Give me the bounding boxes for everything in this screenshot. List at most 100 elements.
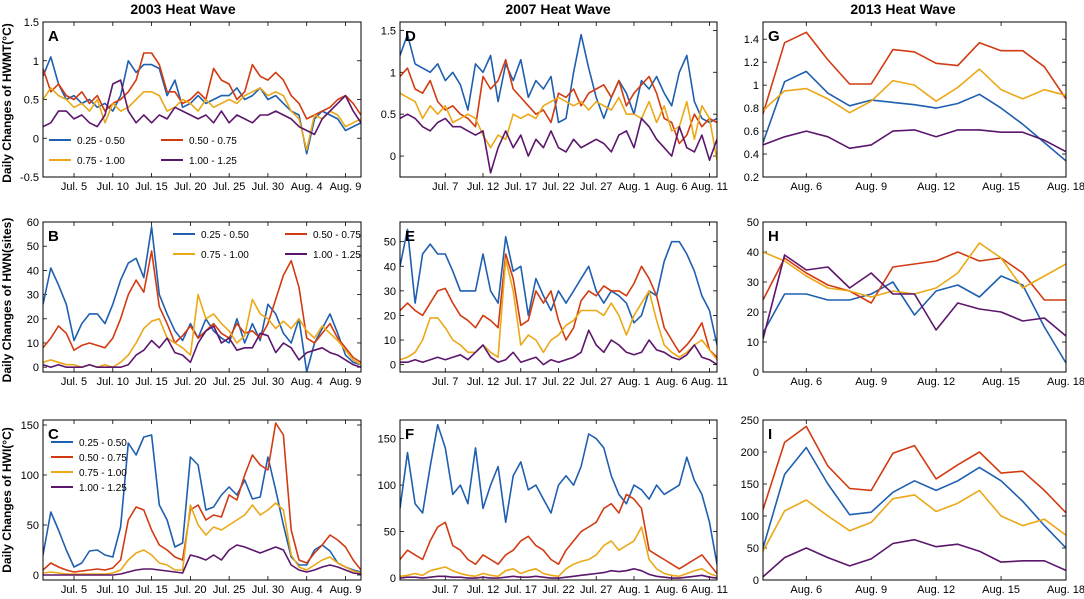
- y-tick-label: 0.6: [744, 126, 759, 138]
- x-tick-label: Aug. 6: [656, 584, 688, 596]
- series-line-0-25-0-50: [763, 448, 1066, 549]
- y-tick-label: 10: [27, 338, 39, 350]
- y-tick-label: 20: [747, 307, 759, 319]
- y-tick-label: 50: [747, 543, 759, 555]
- legend-label: 0.50 - 0.75: [189, 136, 237, 147]
- legend-label: 0.25 - 0.50: [79, 438, 127, 449]
- y-tick-label: -0.5: [20, 172, 39, 184]
- series-line-0-75-1-00: [763, 69, 1066, 113]
- axes-frame: [400, 420, 717, 580]
- x-tick-label: Jul. 15: [135, 181, 167, 193]
- y-tick-label: 0.2: [744, 172, 759, 184]
- axes-frame: [763, 222, 1066, 372]
- x-tick-label: Jul. 17: [505, 584, 537, 596]
- panel-B: 0102030405060Jul. 5 Jul. 10 Jul. 15 Jul. 20…: [27, 217, 362, 388]
- heat-wave-figure: 2003 Heat Wave 2007 Heat Wave 2013 Heat …: [0, 0, 1084, 599]
- x-tick-label: Jul. 17: [505, 376, 537, 388]
- x-tick-label: Aug. 15: [982, 584, 1020, 596]
- y-tick-label: 0.8: [744, 103, 759, 115]
- x-tick-label: Aug. 18: [1047, 584, 1084, 596]
- x-tick-label: Jul. 10: [97, 181, 129, 193]
- x-tick-label: Aug. 6: [790, 181, 822, 193]
- x-tick-label: Aug. 6: [656, 376, 688, 388]
- legend-label: 0.50 - 0.75: [79, 453, 127, 464]
- legend-label: 0.25 - 0.50: [77, 136, 125, 147]
- y-tick-label: 0: [390, 151, 396, 163]
- y-tick-label: 100: [741, 511, 759, 523]
- x-tick-label: Jul. 15: [135, 376, 167, 388]
- y-tick-label: 250: [741, 415, 759, 427]
- row-label-hwmt: Daily Changes of HWMT(°C): [0, 23, 14, 182]
- y-tick-label: 10: [384, 335, 396, 347]
- y-tick-label: 20: [27, 314, 39, 326]
- x-tick-label: Jul. 5: [61, 584, 87, 596]
- legend-label: 1.00 - 1.25: [189, 156, 237, 167]
- panel-letter: H: [768, 228, 779, 245]
- y-tick-label: 40: [747, 247, 759, 259]
- x-tick-label: Aug. 6: [790, 376, 822, 388]
- legend-label: 0.25 - 0.50: [201, 230, 249, 241]
- y-tick-label: 0: [753, 367, 759, 379]
- x-tick-label: Aug. 9: [855, 181, 887, 193]
- panel-G: 0.20.40.60.811.21.4Aug. 6 Aug. 9 Aug. 12 Au…: [744, 22, 1084, 193]
- y-tick-label: 1.5: [381, 25, 396, 37]
- x-tick-label: Aug. 1: [618, 584, 650, 596]
- y-tick-label: 60: [27, 217, 39, 229]
- x-tick-label: Jul. 17: [505, 181, 537, 193]
- column-title-2007: 2007 Heat Wave: [505, 1, 611, 17]
- y-tick-label: 50: [384, 237, 396, 249]
- x-tick-label: Jul. 25: [213, 181, 245, 193]
- y-tick-label: 1: [33, 56, 39, 68]
- series-line-0-50-0-75: [400, 254, 717, 357]
- y-tick-label: 0: [390, 360, 396, 372]
- panel-letter: I: [768, 426, 772, 443]
- x-tick-label: Jul. 27: [580, 376, 612, 388]
- x-tick-label: Aug. 6: [790, 584, 822, 596]
- x-tick-label: Jul. 12: [467, 181, 499, 193]
- x-tick-label: Jul. 27: [580, 584, 612, 596]
- y-tick-label: 40: [384, 261, 396, 273]
- x-tick-label: Aug. 9: [330, 376, 362, 388]
- x-tick-label: Aug. 4: [291, 584, 323, 596]
- y-tick-label: 200: [741, 447, 759, 459]
- legend-label: 1.00 - 1.25: [313, 250, 361, 261]
- panel-A: -0.5 0 0.5 1 1.5 Jul. 5 Jul. 10 Jul. 15 Jul. 20 J…: [20, 17, 361, 193]
- legend-label: 0.50 - 0.75: [313, 230, 361, 241]
- legend-label: 0.75 - 1.00: [201, 250, 249, 261]
- axes-frame: [763, 22, 1066, 177]
- legend-label: 0.75 - 1.00: [79, 468, 127, 479]
- y-tick-label: 1.2: [744, 57, 759, 69]
- x-tick-label: Aug. 11: [691, 584, 728, 596]
- x-tick-label: Aug. 6: [656, 181, 688, 193]
- panel-letter: F: [405, 426, 414, 443]
- y-tick-label: 150: [21, 420, 39, 432]
- x-tick-label: Jul. 22: [542, 376, 574, 388]
- y-tick-label: 0.5: [24, 95, 39, 107]
- x-tick-label: Aug. 9: [330, 584, 362, 596]
- y-tick-label: 30: [27, 290, 39, 302]
- y-tick-label: 0.5: [381, 109, 396, 121]
- x-tick-label: Jul. 25: [213, 376, 245, 388]
- series-line-0-50-0-75: [400, 494, 717, 573]
- panel-F: 0 50 100 150 Jul. 7 Jul. 12 Jul. 17 Jul. 22 Jul.…: [378, 420, 728, 596]
- y-tick-label: 50: [384, 527, 396, 539]
- x-tick-label: Aug. 11: [691, 376, 728, 388]
- x-tick-label: Jul. 22: [542, 181, 574, 193]
- x-tick-label: Aug. 18: [1047, 376, 1084, 388]
- x-tick-label: Aug. 9: [855, 584, 887, 596]
- legend-label: 1.00 - 1.25: [79, 483, 127, 494]
- x-tick-label: Jul. 27: [580, 181, 612, 193]
- x-tick-label: Jul. 7: [432, 376, 458, 388]
- x-tick-label: Jul. 12: [467, 584, 499, 596]
- panel-letter: D: [405, 28, 416, 45]
- y-tick-label: 150: [741, 479, 759, 491]
- x-tick-label: Jul. 22: [542, 584, 574, 596]
- x-tick-label: Aug. 18: [1047, 181, 1084, 193]
- x-tick-label: Jul. 30: [252, 181, 284, 193]
- x-tick-label: Aug. 11: [691, 181, 728, 193]
- panel-letter: G: [768, 28, 780, 45]
- series-line-0-75-1-00: [43, 295, 361, 368]
- panel-C: 050100150Jul. 5 Jul. 10 Jul. 15 Jul. 20 Jul.…: [21, 420, 362, 596]
- series-line-0-25-0-50: [400, 425, 717, 565]
- y-tick-label: 1: [753, 80, 759, 92]
